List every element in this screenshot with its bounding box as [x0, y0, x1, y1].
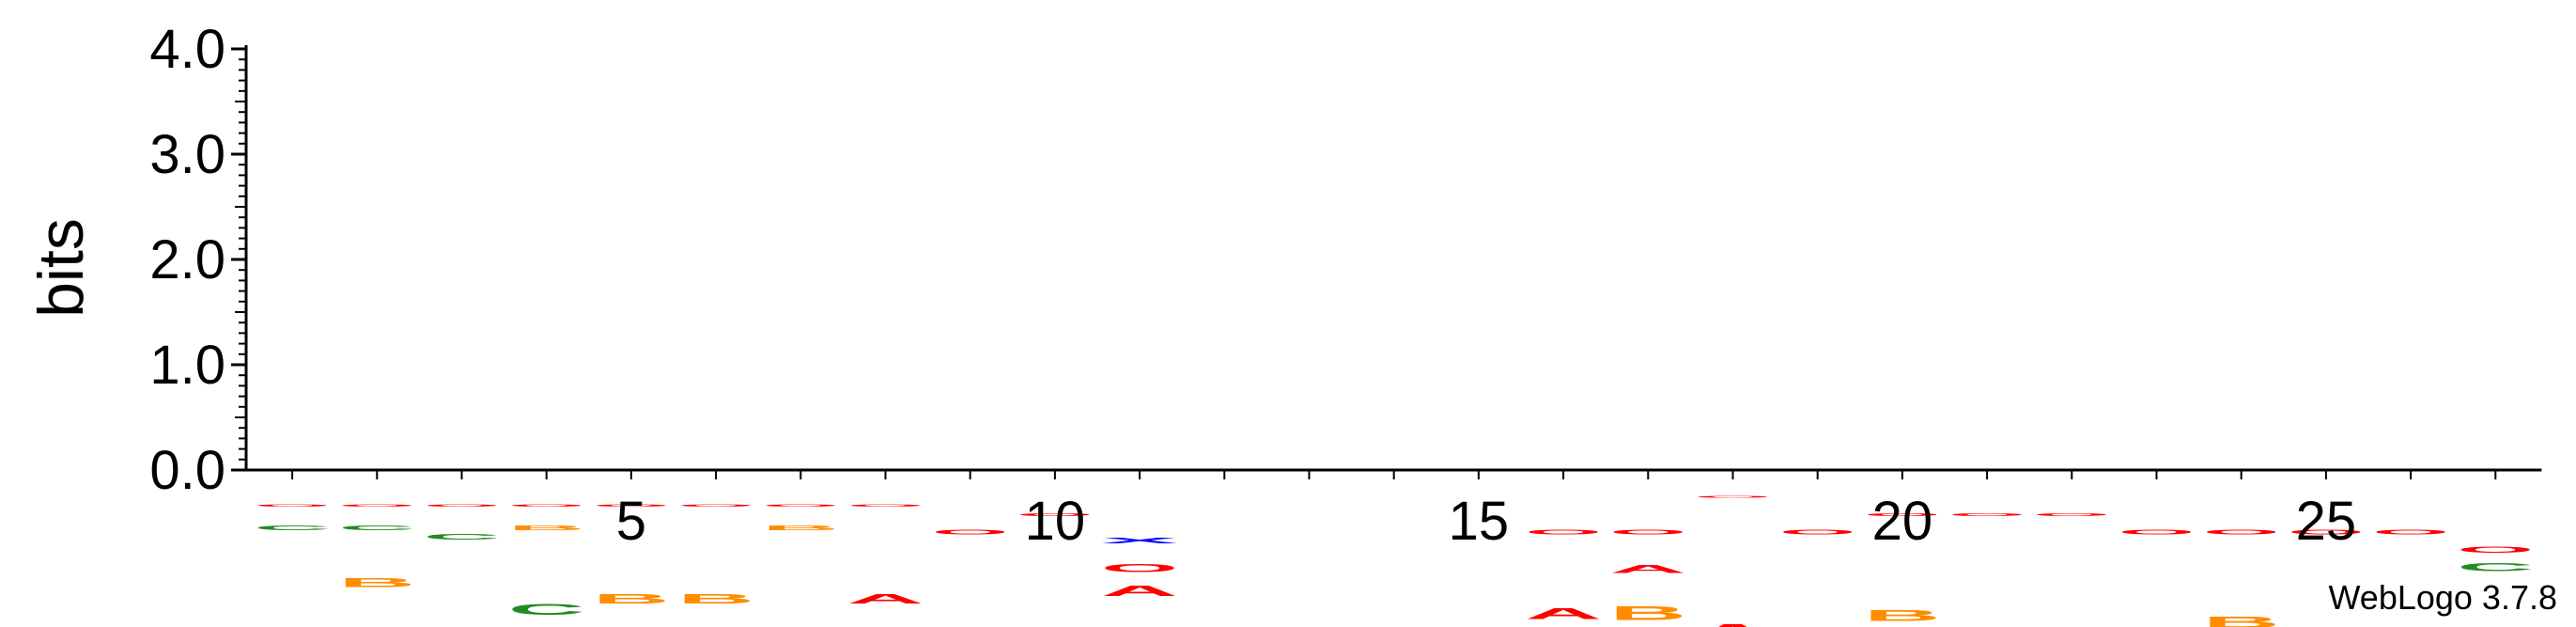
logo-letter-O: O [847, 503, 924, 508]
logo-column-3: OCAZ [424, 503, 501, 541]
logo-column-20: OBACZ [1864, 511, 1941, 625]
logo-letter-A: A [1695, 620, 1772, 627]
logo-letter-B: B [508, 525, 585, 532]
logo-letter-O: O [2288, 528, 2365, 536]
logo-letter-O: O [1525, 528, 1602, 536]
logo-letter-O: O [254, 503, 331, 508]
logo-letter-C: C [254, 525, 331, 532]
logo-column-19: OACBZ [1779, 528, 1856, 536]
logo-letter-O: O [677, 503, 754, 508]
logo-column-23: OCAZ [2118, 528, 2196, 536]
x-tick-label: 15 [1449, 491, 1510, 552]
logo-letter-B: B [1609, 603, 1686, 624]
logo-letter-O: O [2203, 528, 2280, 536]
weblogo-credit: WebLogo 3.7.8 [2328, 578, 2557, 617]
logo-letter-O: O [338, 503, 415, 508]
logo-column-27: OCAZ [2457, 545, 2534, 573]
logo-letter-O: O [424, 503, 501, 508]
logo-column-17: OAXBZ [1609, 528, 1686, 624]
logo-column-26: OBCAZ [2372, 528, 2449, 536]
logo-letter-O: O [593, 503, 670, 508]
logo-letter-O: O [1948, 511, 2025, 517]
logo-letter-O: O [762, 503, 839, 508]
logo-letter-A: A [1609, 563, 1686, 575]
y-tick-label: 1.0 [149, 335, 225, 396]
logo-column-6: OBAZC [677, 503, 754, 607]
logo-column-10: OABZ [1016, 511, 1094, 517]
logo-letter-B: B [2203, 613, 2280, 627]
logo-letter-C: C [508, 601, 585, 619]
logo-column-22: OBACZ [2033, 511, 2110, 517]
logo-letter-O: O [1609, 528, 1686, 536]
logo-letter-X: X [1101, 537, 1178, 545]
x-tick-label: 5 [616, 491, 646, 552]
logo-letter-O: O [1016, 511, 1094, 517]
y-tick-label: 0.0 [149, 440, 225, 501]
logo-letter-O: O [1695, 495, 1772, 498]
logo-letter-A: A [847, 591, 924, 607]
logo-column-8: OACBZ [847, 503, 924, 607]
logo-column-11: XOAZ [1101, 537, 1178, 600]
logo-column-18: OCAZ [1695, 495, 1772, 627]
logo-letter-A: A [1101, 583, 1178, 600]
logo-letter-C: C [424, 533, 501, 541]
y-tick-label: 2.0 [149, 229, 225, 290]
logo-letter-B: B [762, 525, 839, 532]
logo-column-25: OBCAZ [2288, 528, 2365, 536]
logo-letter-O: O [1101, 562, 1178, 574]
logo-letter-A: A [1525, 604, 1602, 622]
logo-column-16: OAXZ [1525, 528, 1602, 622]
logo-letter-O: O [2457, 545, 2534, 555]
logo-letter-O: O [1864, 511, 1941, 517]
logo-column-9: OAZ [932, 528, 1009, 536]
logo-column-1: OCBAZ [254, 503, 331, 532]
logo-letter-B: B [593, 591, 670, 607]
logo-letter-B: B [338, 575, 415, 590]
logo-letter-B: B [677, 591, 754, 607]
logo-letter-stacks: OCBAZOCBAZOCAZOBCAZOBACZOBAZCOBAZCOACBZO… [254, 495, 2534, 627]
y-axis-label: bits [25, 218, 97, 318]
x-tick-label: 10 [1025, 491, 1086, 552]
y-tick-label: 3.0 [149, 124, 225, 185]
logo-letter-O: O [932, 528, 1009, 536]
logo-column-7: OBAZC [762, 503, 839, 532]
logo-column-5: OBACZ [593, 503, 670, 607]
y-tick-label: 4.0 [149, 19, 225, 80]
logo-letter-C: C [338, 525, 415, 532]
logo-letter-O: O [508, 503, 585, 508]
logo-axes: 0.0 1.0 2.0 3.0 4.0 5 10 15 20 25 [149, 19, 2542, 552]
x-tick-label: 20 [1872, 491, 1933, 552]
logo-letter-O: O [2372, 528, 2449, 536]
logo-column-4: OBCAZ [508, 503, 585, 619]
logo-column-24: OBCAZ [2203, 528, 2280, 627]
x-tick-label: 25 [2296, 491, 2357, 552]
logo-letter-O: O [2118, 528, 2196, 536]
logo-column-21: OBACZ [1948, 511, 2025, 517]
logo-letter-C: C [2457, 561, 2534, 573]
logo-letter-B: B [1864, 607, 1941, 625]
logo-letter-O: O [2033, 511, 2110, 517]
logo-letter-O: O [1779, 528, 1856, 536]
logo-column-2: OCBAZ [338, 503, 415, 590]
